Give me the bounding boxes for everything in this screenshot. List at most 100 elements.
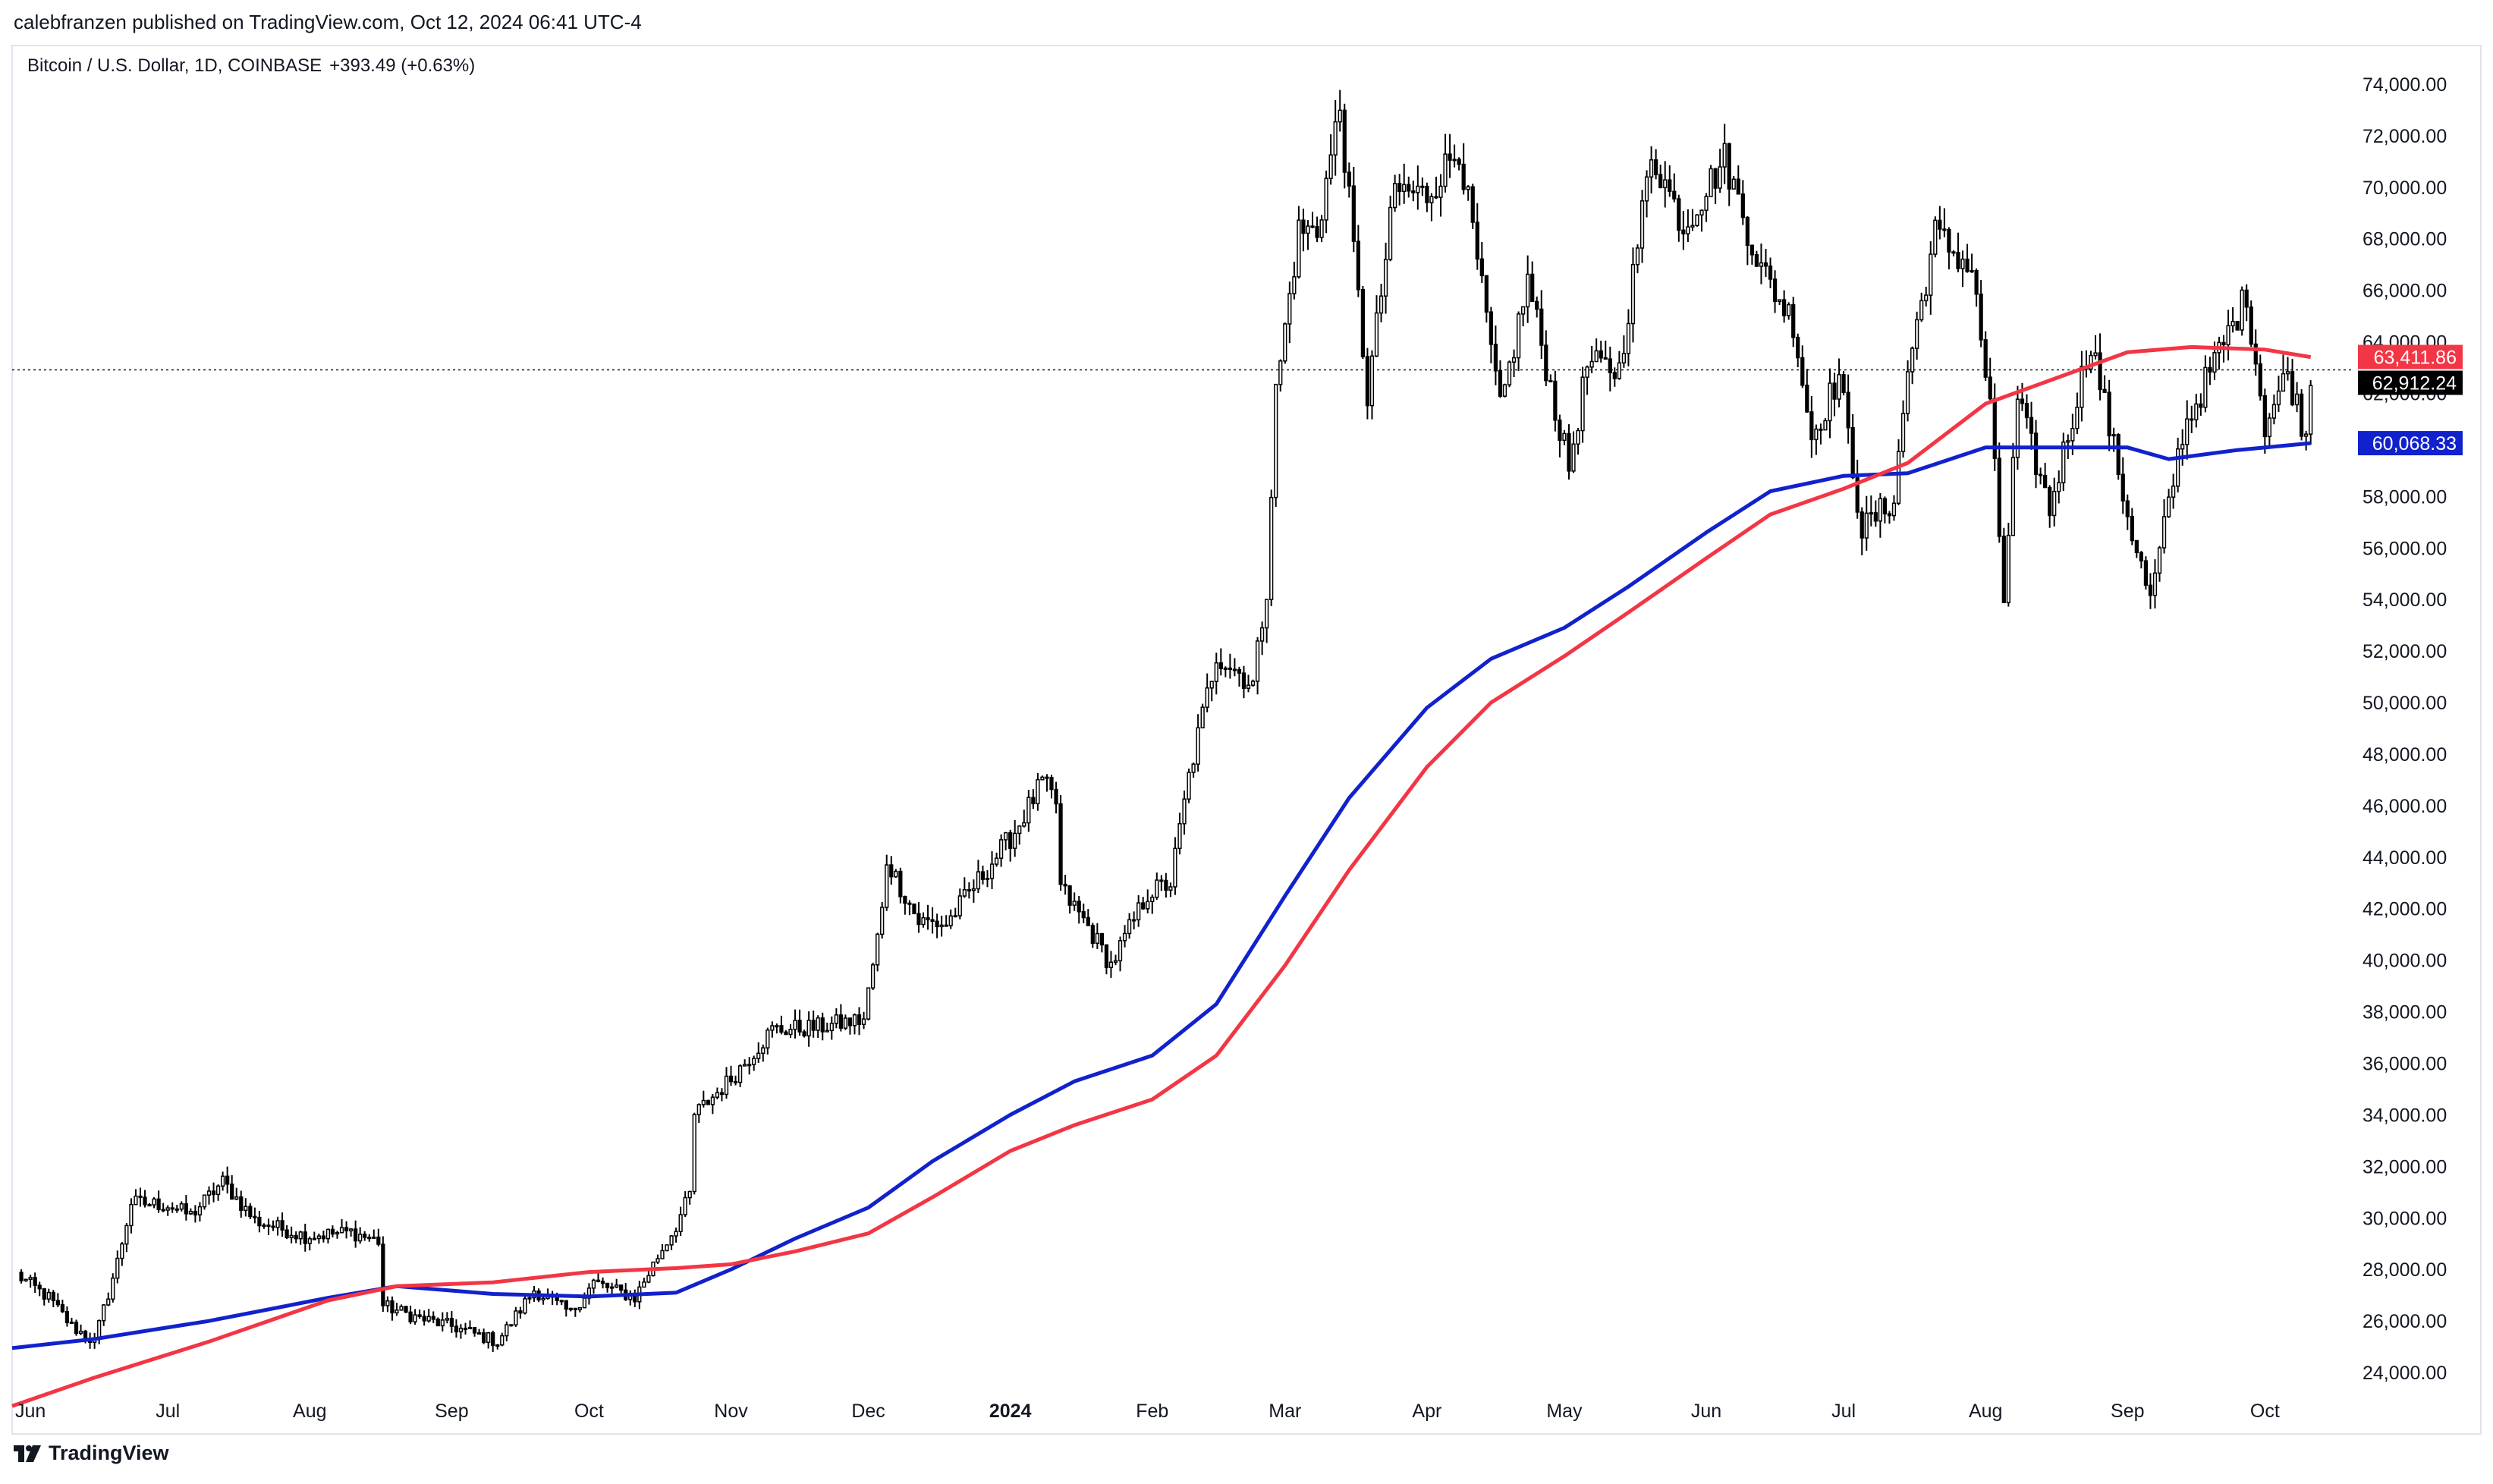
- candle-down: [2199, 403, 2203, 408]
- candle-down: [60, 1303, 65, 1313]
- candle-down: [2024, 403, 2029, 419]
- candle-up: [696, 1104, 701, 1115]
- candle-up: [591, 1279, 596, 1289]
- candle-up: [1580, 376, 1585, 432]
- candle-down: [239, 1196, 244, 1212]
- candle-up: [1118, 940, 1123, 962]
- candle-down: [2116, 434, 2120, 475]
- price-badge-label: 63,411.86: [2374, 347, 2457, 369]
- candle-down: [1479, 258, 1484, 277]
- candle-down: [555, 1296, 559, 1301]
- y-tick-label: 48,000.00: [2363, 744, 2447, 766]
- candle-down: [33, 1277, 37, 1286]
- candle-down: [600, 1281, 605, 1284]
- candle-up: [701, 1099, 706, 1105]
- candle-down: [1992, 398, 1997, 459]
- candle-down: [1974, 270, 1979, 295]
- candle-down: [1772, 278, 1778, 303]
- candle-down: [2258, 363, 2262, 397]
- candle-down: [2262, 395, 2267, 438]
- candle-up: [1004, 832, 1008, 841]
- x-tick-label: Mar: [1269, 1401, 1301, 1422]
- candle-down: [37, 1284, 42, 1290]
- candle-up: [1649, 159, 1654, 178]
- candle-down: [2143, 560, 2149, 586]
- tradingview-branding[interactable]: TradingView: [14, 1442, 169, 1465]
- candle-down: [1132, 919, 1136, 922]
- candle-up: [78, 1330, 83, 1335]
- candle-up: [1594, 350, 1599, 363]
- candle-up: [2230, 320, 2235, 327]
- y-tick-label: 26,000.00: [2363, 1311, 2447, 1332]
- candle-up: [467, 1327, 473, 1330]
- candle-down: [1727, 143, 1731, 190]
- candle-up: [2057, 482, 2061, 492]
- candle-down: [435, 1319, 440, 1327]
- candle-up: [994, 857, 999, 865]
- candle-down: [2244, 289, 2249, 308]
- candle-down: [784, 1031, 788, 1036]
- candle-up: [642, 1281, 646, 1288]
- candle-up: [1250, 681, 1256, 686]
- candle-down: [1979, 293, 1983, 341]
- candle-down: [1763, 262, 1768, 267]
- candle-up: [120, 1243, 124, 1259]
- candle-up: [1704, 196, 1709, 211]
- candle-up: [834, 1014, 838, 1024]
- x-tick-label: Sep: [2111, 1401, 2144, 1422]
- candle-down: [266, 1225, 271, 1228]
- candle-down: [1882, 498, 1888, 514]
- candle-down: [1090, 925, 1095, 944]
- candle-up: [710, 1096, 715, 1105]
- candle-down: [1232, 668, 1237, 671]
- candle-up: [115, 1257, 120, 1279]
- candle-down: [1805, 385, 1809, 413]
- candle-up: [1722, 143, 1727, 168]
- candle-up: [1443, 153, 1448, 187]
- candle-down: [596, 1279, 601, 1282]
- time-axis[interactable]: Jun Jul Aug Sep Oct Nov Dec 2024 Feb Mar Apr May Jun…: [15, 1401, 2280, 1422]
- candle-up: [1113, 960, 1118, 963]
- candle-down: [2038, 473, 2043, 476]
- candle-up: [843, 1017, 848, 1029]
- candle-up: [1878, 498, 1882, 522]
- candle-up: [1122, 932, 1127, 942]
- candle-up: [1562, 432, 1567, 442]
- candle-up: [852, 1014, 857, 1027]
- candle-down: [1745, 216, 1750, 247]
- candle-up: [358, 1234, 363, 1242]
- candle-up: [2010, 457, 2016, 536]
- candle-up: [1274, 383, 1278, 498]
- change-value: +393.49 (+0.63%): [329, 55, 475, 76]
- candle-down: [2029, 417, 2034, 434]
- candle-up: [102, 1304, 106, 1322]
- candle-up: [1639, 200, 1645, 249]
- x-tick-label: Aug: [293, 1401, 326, 1422]
- candle-up: [2309, 385, 2313, 435]
- candle-up: [687, 1190, 692, 1199]
- price-axis[interactable]: 24,000.00 26,000.00 28,000.00 30,000.00 32,0…: [2363, 74, 2447, 1384]
- candle-up: [1369, 355, 1375, 407]
- candle-down: [1342, 109, 1347, 173]
- candle-up: [2157, 547, 2162, 574]
- price-badge-label: 62,912.24: [2372, 373, 2457, 395]
- candle-up: [770, 1025, 775, 1031]
- candle-down: [518, 1310, 523, 1314]
- candle-up: [426, 1316, 431, 1322]
- candle-up: [885, 864, 889, 908]
- candle-down: [728, 1075, 734, 1083]
- candle-down: [2221, 341, 2226, 346]
- candle-up: [385, 1300, 390, 1306]
- candle-down: [19, 1272, 24, 1281]
- candle-up: [1328, 154, 1333, 179]
- candle-down: [1603, 357, 1608, 360]
- candle-up: [2285, 371, 2290, 375]
- candle-down: [898, 870, 903, 898]
- candle-up: [715, 1092, 720, 1098]
- candle-up: [1929, 253, 1933, 296]
- candle-up: [1511, 357, 1517, 363]
- y-tick-label: 38,000.00: [2363, 1002, 2447, 1023]
- candle-up: [953, 915, 957, 918]
- candle-up: [307, 1238, 312, 1244]
- y-tick-label: 28,000.00: [2363, 1259, 2447, 1281]
